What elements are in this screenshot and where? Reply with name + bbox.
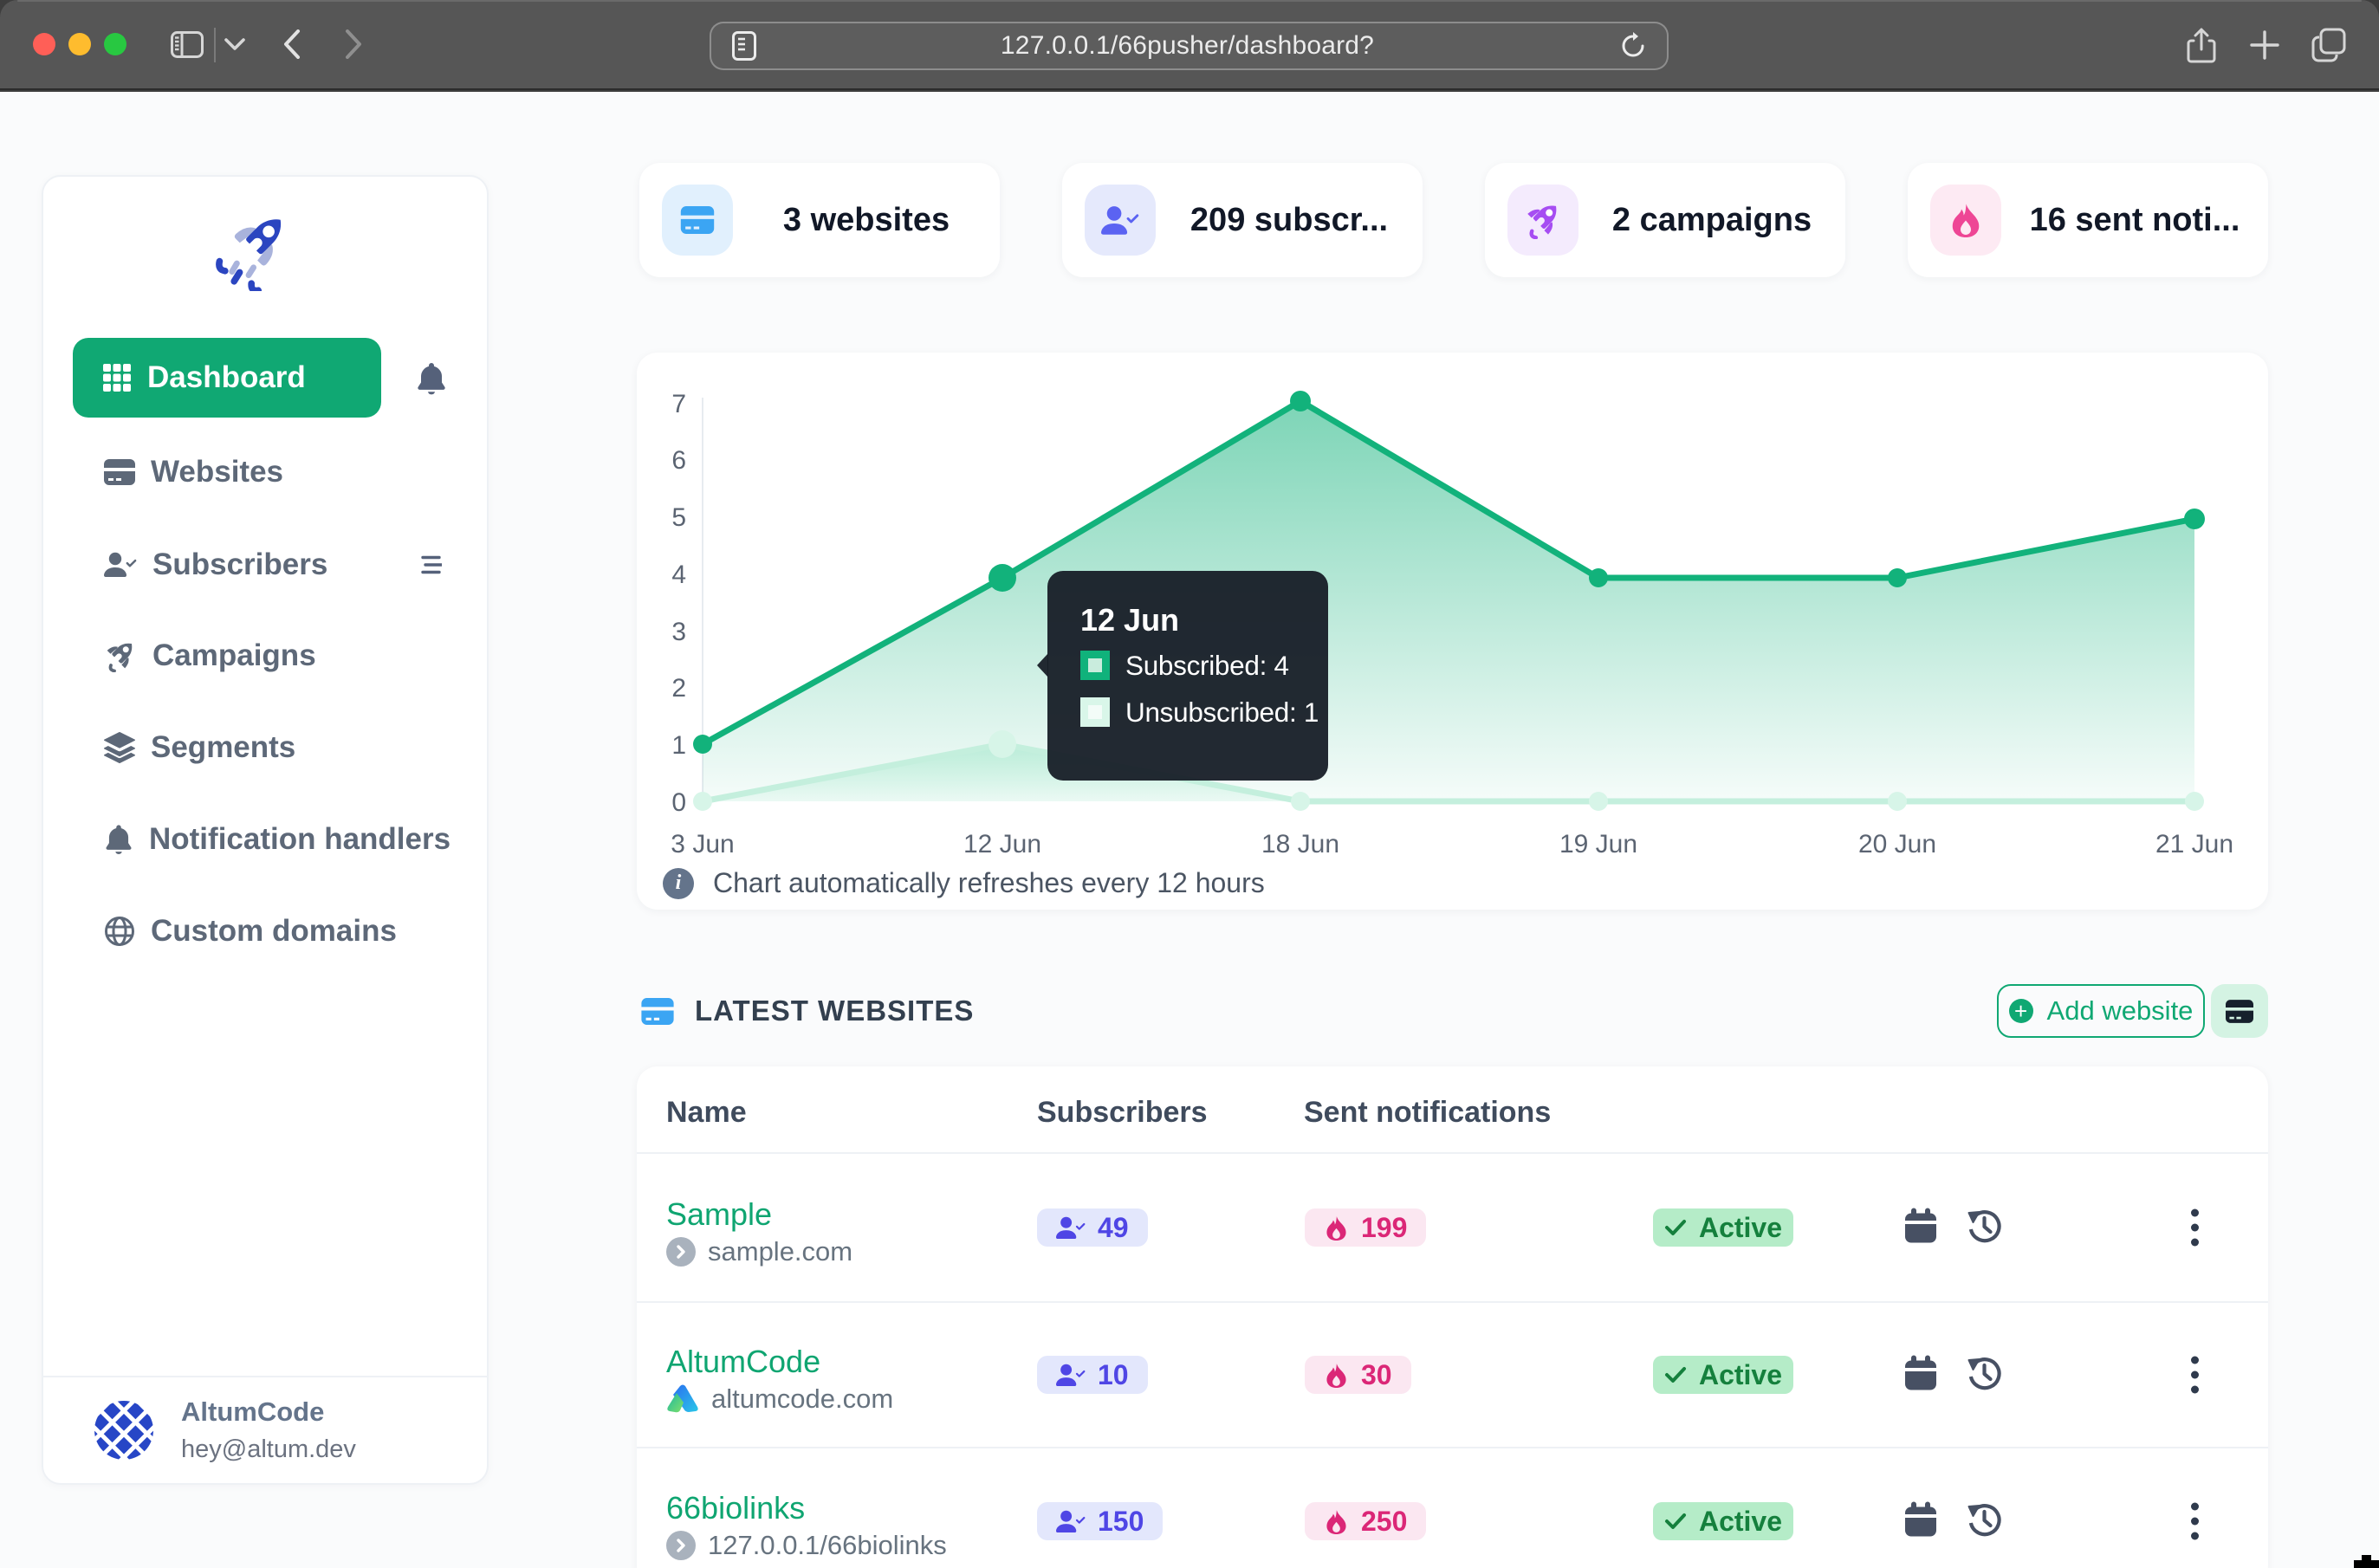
svg-text:3 Jun: 3 Jun [671,830,734,859]
svg-text:2: 2 [671,674,686,703]
svg-text:21 Jun: 21 Jun [2155,830,2233,859]
svg-text:12 Jun: 12 Jun [963,830,1041,859]
svg-text:0: 0 [671,788,686,817]
svg-text:20 Jun: 20 Jun [1858,830,1936,859]
svg-text:18 Jun: 18 Jun [1261,830,1339,859]
svg-text:3: 3 [671,618,686,646]
svg-text:5: 5 [671,503,686,532]
svg-text:19 Jun: 19 Jun [1559,830,1637,859]
svg-text:4: 4 [671,560,686,589]
svg-text:1: 1 [671,731,686,760]
svg-text:6: 6 [671,446,686,475]
svg-text:7: 7 [671,390,686,418]
